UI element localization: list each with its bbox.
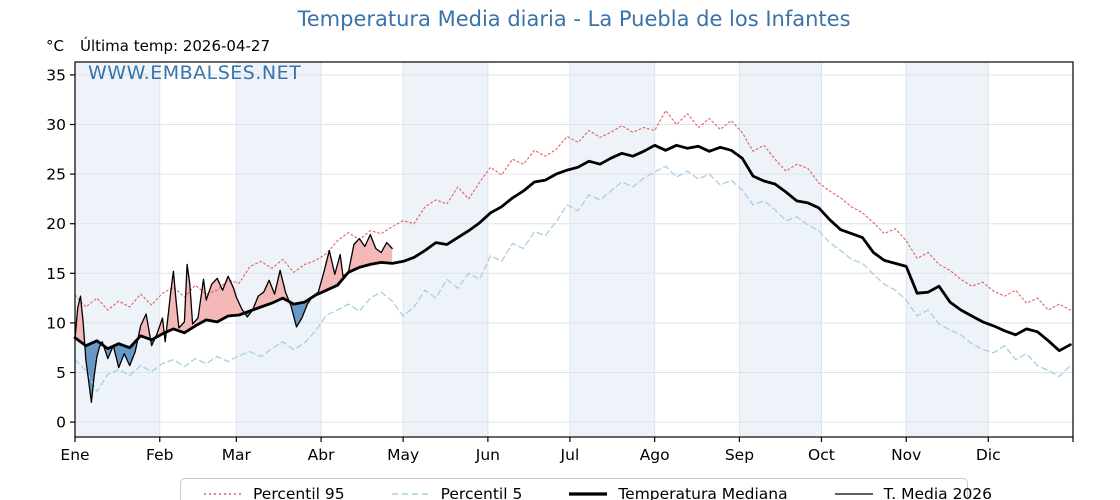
month-band — [236, 62, 322, 437]
legend-label: T. Media 2026 — [883, 485, 993, 500]
legend-label: Percentil 95 — [253, 485, 345, 500]
x-tick-label: Dic — [976, 446, 1001, 464]
subtitle-row: °C Última temp: 2026-04-27 — [46, 37, 270, 55]
x-tick-label: May — [387, 446, 419, 464]
legend-label: Percentil 5 — [440, 485, 523, 500]
y-axis-unit-label: °C — [46, 37, 64, 55]
watermark: WWW.EMBALSES.NET — [88, 62, 302, 84]
series-line-t-media-2026 — [74, 233, 393, 403]
series-line-percentil-95 — [74, 110, 1071, 311]
legend-line-sample — [834, 493, 873, 495]
month-band — [569, 62, 655, 437]
x-tick-label: Jul — [560, 446, 580, 464]
y-tick-label: 10 — [46, 314, 66, 332]
y-tick-label: 0 — [56, 414, 66, 432]
series-line-temperatura-mediana — [73, 143, 1072, 353]
legend-item-percentil-95: Percentil 95 — [203, 485, 345, 500]
month-band — [906, 62, 989, 437]
x-tick-label: Ene — [60, 446, 89, 464]
month-band — [75, 62, 160, 437]
x-tick-label: Oct — [808, 446, 835, 464]
legend-line-sample — [204, 493, 242, 495]
y-tick-label: 25 — [46, 166, 66, 184]
series-line-percentil-5 — [74, 165, 1071, 393]
legend-line-sample — [391, 493, 430, 495]
x-tick-label: Jun — [475, 446, 500, 464]
y-tick-label: 35 — [46, 66, 66, 84]
legend-line-sample — [569, 492, 608, 496]
y-tick-label: 30 — [46, 116, 66, 134]
legend-label: Temperatura Mediana — [618, 485, 788, 500]
x-tick-label: Sep — [725, 446, 754, 464]
y-tick-label: 15 — [46, 265, 66, 283]
last-temp-label: Última temp: 2026-04-27 — [79, 37, 270, 55]
chart-title: Temperatura Media diaria - La Puebla de … — [297, 7, 851, 31]
legend-item-t-media-2026: T. Media 2026 — [834, 485, 992, 500]
y-tick-label: 5 — [56, 364, 66, 382]
fill-above-median — [75, 234, 393, 349]
x-tick-label: Ago — [640, 446, 670, 464]
legend: Percentil 95 Percentil 5 Temperatura Media… — [180, 478, 992, 500]
x-tick-label: Mar — [222, 446, 252, 464]
legend-item-temperatura-mediana: Temperatura Mediana — [568, 485, 788, 500]
x-tick-label: Abr — [308, 446, 335, 464]
month-band — [739, 62, 822, 437]
month-band — [403, 62, 488, 437]
plot-border — [74, 61, 1074, 438]
y-tick-label: 20 — [46, 215, 66, 233]
x-tick-label: Feb — [146, 446, 173, 464]
x-tick-label: Nov — [891, 446, 921, 464]
legend-item-percentil-5: Percentil 5 — [391, 485, 523, 500]
